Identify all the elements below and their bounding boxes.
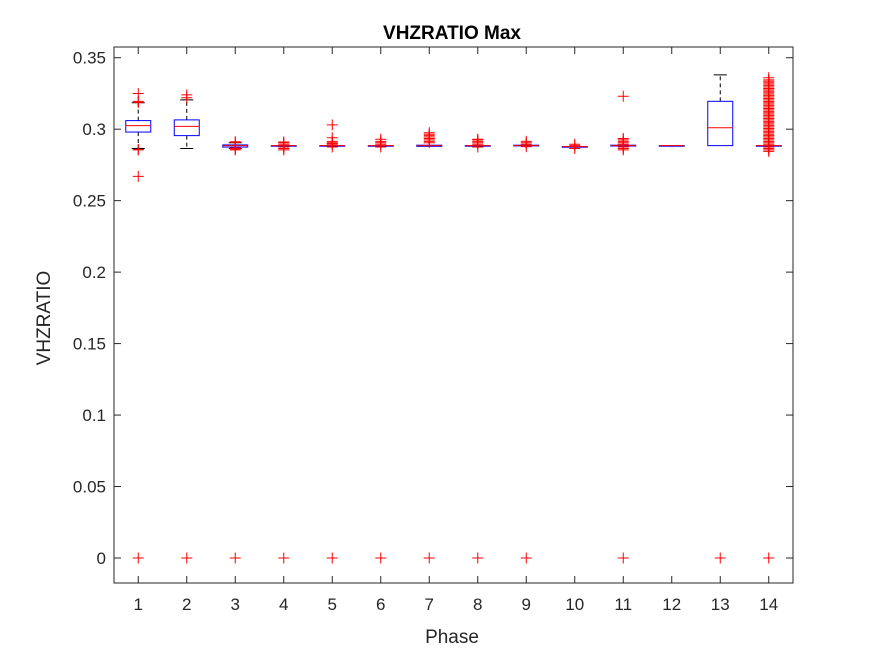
box-group-phase-14	[755, 72, 782, 564]
y-tick-label: 0	[97, 549, 106, 568]
outlier-marker	[181, 89, 193, 101]
box-group-phase-11	[610, 90, 637, 564]
outlier-marker	[617, 90, 629, 102]
box	[707, 100, 734, 147]
box-group-phase-7	[416, 127, 443, 564]
x-tick-label: 10	[565, 595, 584, 614]
x-tick-label: 7	[425, 595, 434, 614]
outlier-marker	[375, 552, 387, 564]
y-tick-label: 0.05	[73, 478, 106, 497]
box-group-phase-13	[707, 74, 734, 564]
chart-title: VHZRATIO Max	[383, 23, 521, 44]
outlier-marker	[132, 170, 144, 182]
outlier-marker	[714, 552, 726, 564]
box-group-phase-9	[513, 135, 540, 564]
outlier-marker	[132, 552, 144, 564]
box-group-phase-6	[367, 133, 394, 564]
y-tick-label: 0.3	[82, 120, 106, 139]
x-tick-label: 11	[614, 595, 632, 614]
x-tick-label: 8	[473, 595, 482, 614]
outlier-marker	[520, 552, 532, 564]
outlier-marker	[181, 552, 193, 564]
x-tick-label: 14	[759, 595, 778, 614]
outlier-marker	[326, 132, 338, 144]
y-tick-label: 0.1	[82, 406, 106, 425]
y-axis-label: VHZRATIO	[34, 271, 55, 366]
plot-area	[114, 47, 793, 583]
box-group-phase-1	[125, 87, 152, 564]
outlier-marker	[617, 132, 629, 144]
y-tick-label: 0.2	[82, 263, 106, 282]
y-tick-label: 0.35	[73, 49, 106, 68]
axes-frame	[113, 46, 794, 584]
box-group-phase-12	[658, 145, 685, 147]
box	[125, 120, 152, 133]
x-tick-label: 4	[279, 595, 288, 614]
outlier-marker	[326, 552, 338, 564]
box-group-phase-4	[270, 136, 297, 564]
x-tick-label: 5	[328, 595, 337, 614]
outlier-marker	[617, 552, 629, 564]
outlier-marker	[423, 552, 435, 564]
axes-border	[113, 46, 794, 584]
box	[173, 119, 200, 137]
outlier-marker	[375, 133, 387, 145]
x-axis-label: Phase	[425, 627, 479, 648]
box-group-phase-5	[319, 119, 346, 564]
outlier-marker	[326, 119, 338, 131]
outlier-marker	[229, 136, 241, 148]
outlier-marker	[569, 138, 581, 150]
x-tick-label: 1	[134, 595, 143, 614]
x-axis-ticks: 1 2 3 4 5 6 7 8 9 10 11 12 13 14	[134, 47, 778, 614]
x-tick-label: 2	[182, 595, 191, 614]
outlier-marker	[229, 552, 241, 564]
outlier-marker	[472, 133, 484, 145]
y-axis-ticks: 0 0.05 0.1 0.15 0.2 0.25 0.3 0.35	[73, 49, 793, 568]
x-tick-label: 3	[231, 595, 240, 614]
outlier-marker	[423, 127, 435, 139]
box-group-phase-3	[222, 136, 249, 564]
x-tick-label: 12	[662, 595, 681, 614]
outlier-marker	[763, 552, 775, 564]
box-group-phase-8	[464, 133, 491, 564]
x-tick-label: 6	[376, 595, 385, 614]
outlier-marker	[132, 87, 144, 99]
x-tick-label: 13	[711, 595, 730, 614]
box-group-phase-2	[173, 89, 200, 564]
outlier-marker	[763, 72, 775, 84]
outlier-marker	[132, 143, 144, 155]
x-tick-label: 9	[522, 595, 531, 614]
outlier-marker	[278, 136, 290, 148]
y-tick-label: 0.25	[73, 192, 106, 211]
y-tick-label: 0.15	[73, 335, 106, 354]
box-group-phase-10	[561, 138, 588, 154]
outlier-marker	[278, 552, 290, 564]
box-plot-marks	[125, 72, 782, 564]
outlier-marker	[472, 552, 484, 564]
outlier-marker	[520, 135, 532, 147]
